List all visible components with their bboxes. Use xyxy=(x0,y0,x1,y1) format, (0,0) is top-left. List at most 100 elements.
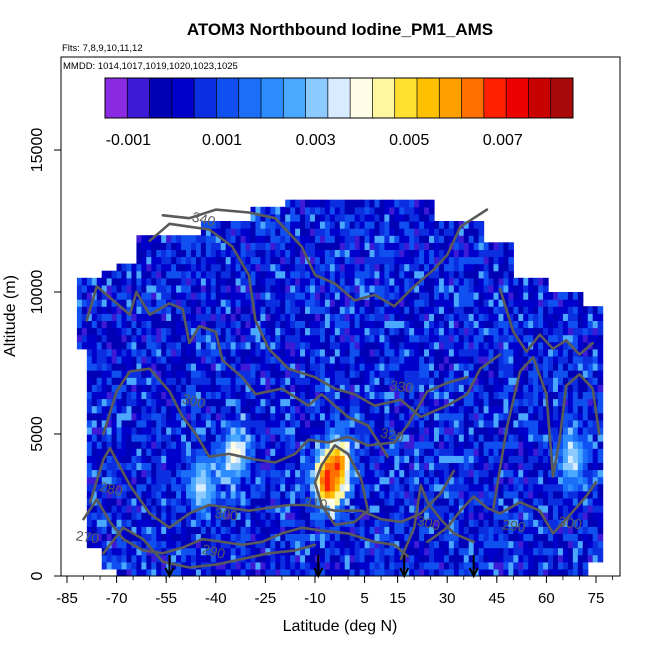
heat-cell xyxy=(171,405,177,414)
heat-cell xyxy=(409,292,415,300)
heat-cell xyxy=(553,405,559,414)
heat-cell xyxy=(205,235,212,243)
heat-cell xyxy=(344,370,351,378)
heat-cell xyxy=(215,554,222,563)
heat-cell xyxy=(409,540,415,549)
heat-cell xyxy=(339,455,346,463)
heat-cell xyxy=(146,419,152,428)
heat-cell xyxy=(488,405,495,414)
heat-cell xyxy=(582,568,589,576)
heat-cell xyxy=(151,490,157,499)
heat-cell xyxy=(498,405,505,414)
heat-cell xyxy=(200,277,207,286)
heat-cell xyxy=(161,434,167,442)
heat-cell xyxy=(443,341,450,350)
heat-cell xyxy=(577,519,584,527)
heat-cell xyxy=(200,512,207,520)
heat-cell xyxy=(384,434,390,442)
heat-cell xyxy=(245,568,252,576)
heat-cell xyxy=(295,561,301,570)
heat-cell xyxy=(195,334,202,343)
heat-cell xyxy=(419,199,425,208)
heat-cell xyxy=(543,384,549,392)
heat-cell xyxy=(181,270,187,279)
heat-cell xyxy=(433,256,440,265)
heat-cell xyxy=(354,228,361,236)
heat-cell xyxy=(354,512,361,520)
heat-cell xyxy=(166,327,172,336)
heat-cell xyxy=(151,249,157,258)
heat-cell xyxy=(453,462,460,471)
heat-cell xyxy=(255,462,262,471)
heat-cell xyxy=(161,391,167,400)
heat-cell xyxy=(270,455,276,463)
heat-cell xyxy=(101,327,108,336)
heat-cell xyxy=(498,526,505,534)
heat-cell xyxy=(553,483,559,492)
heat-cell xyxy=(478,540,485,549)
heat-cell xyxy=(458,249,465,258)
heat-cell xyxy=(359,497,366,506)
heat-cell xyxy=(151,554,157,563)
heat-cell xyxy=(156,519,162,527)
heat-cell xyxy=(260,391,266,400)
heat-cell xyxy=(156,405,162,414)
heat-cell xyxy=(161,533,167,542)
heat-cell xyxy=(86,490,93,499)
heat-cell xyxy=(220,426,227,435)
heat-cell xyxy=(255,476,262,485)
heat-cell xyxy=(319,554,326,563)
heat-cell xyxy=(572,455,579,463)
heat-cell xyxy=(567,441,574,449)
heat-cell xyxy=(379,419,385,428)
heat-cell xyxy=(200,398,207,407)
heat-cell xyxy=(270,554,276,563)
heat-cell xyxy=(409,213,415,222)
heat-cell xyxy=(567,306,574,314)
heat-cell xyxy=(503,284,509,293)
heat-cell xyxy=(557,512,564,520)
heat-cell xyxy=(374,547,381,556)
heat-cell xyxy=(161,568,167,576)
heat-cell xyxy=(572,533,579,542)
heat-cell xyxy=(359,256,366,265)
heat-cell xyxy=(255,419,262,428)
heat-cell xyxy=(131,490,138,499)
heat-cell xyxy=(141,363,147,371)
heat-cell xyxy=(587,526,594,534)
heat-cell xyxy=(220,292,227,300)
heat-cell xyxy=(448,441,455,449)
heat-cell xyxy=(106,419,113,428)
heat-cell xyxy=(176,398,182,407)
heat-cell xyxy=(448,313,455,321)
heat-cell xyxy=(255,377,262,385)
heat-cell xyxy=(503,256,509,265)
heat-cell xyxy=(285,341,291,350)
heat-cell xyxy=(334,512,341,520)
heat-cell xyxy=(136,476,142,485)
heat-cell xyxy=(265,377,271,385)
heat-cell xyxy=(394,313,400,321)
heat-cell xyxy=(220,469,227,478)
heat-cell xyxy=(349,306,356,314)
heat-cell xyxy=(389,235,395,243)
heat-cell xyxy=(567,327,574,336)
heat-cell xyxy=(181,469,187,478)
heat-cell xyxy=(577,512,584,520)
heat-cell xyxy=(473,221,480,229)
heat-cell xyxy=(424,348,430,357)
heat-cell xyxy=(508,263,514,272)
heat-cell xyxy=(225,512,232,520)
heat-cell xyxy=(190,405,197,414)
heat-cell xyxy=(394,540,400,549)
heat-cell xyxy=(498,412,505,421)
heat-cell xyxy=(409,490,415,499)
heat-cell xyxy=(478,455,485,463)
heat-cell xyxy=(438,292,445,300)
heat-cell xyxy=(419,561,425,570)
heat-cell xyxy=(230,547,237,556)
heat-cell xyxy=(399,235,405,243)
heat-cell xyxy=(409,270,415,279)
heat-cell xyxy=(240,363,247,371)
heat-cell xyxy=(190,263,197,272)
